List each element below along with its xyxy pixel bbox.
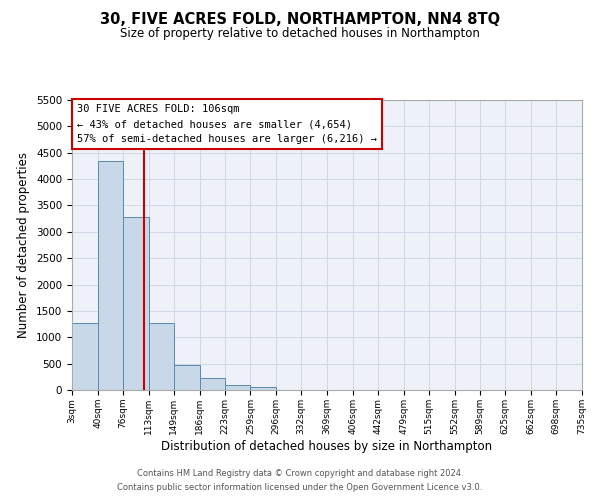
Text: Contains HM Land Registry data © Crown copyright and database right 2024.: Contains HM Land Registry data © Crown c… xyxy=(137,468,463,477)
Bar xyxy=(149,323,174,390)
Text: Contains public sector information licensed under the Open Government Licence v3: Contains public sector information licen… xyxy=(118,484,482,492)
Text: 30 FIVE ACRES FOLD: 106sqm
← 43% of detached houses are smaller (4,654)
57% of s: 30 FIVE ACRES FOLD: 106sqm ← 43% of deta… xyxy=(77,104,377,144)
Text: Size of property relative to detached houses in Northampton: Size of property relative to detached ho… xyxy=(120,28,480,40)
Bar xyxy=(123,217,149,390)
Y-axis label: Number of detached properties: Number of detached properties xyxy=(17,152,31,338)
Bar xyxy=(199,378,225,390)
Bar xyxy=(225,386,250,390)
X-axis label: Distribution of detached houses by size in Northampton: Distribution of detached houses by size … xyxy=(161,440,493,452)
Text: 30, FIVE ACRES FOLD, NORTHAMPTON, NN4 8TQ: 30, FIVE ACRES FOLD, NORTHAMPTON, NN4 8T… xyxy=(100,12,500,28)
Bar xyxy=(250,387,276,390)
Bar xyxy=(72,323,98,390)
Bar xyxy=(98,160,123,390)
Bar xyxy=(174,364,199,390)
